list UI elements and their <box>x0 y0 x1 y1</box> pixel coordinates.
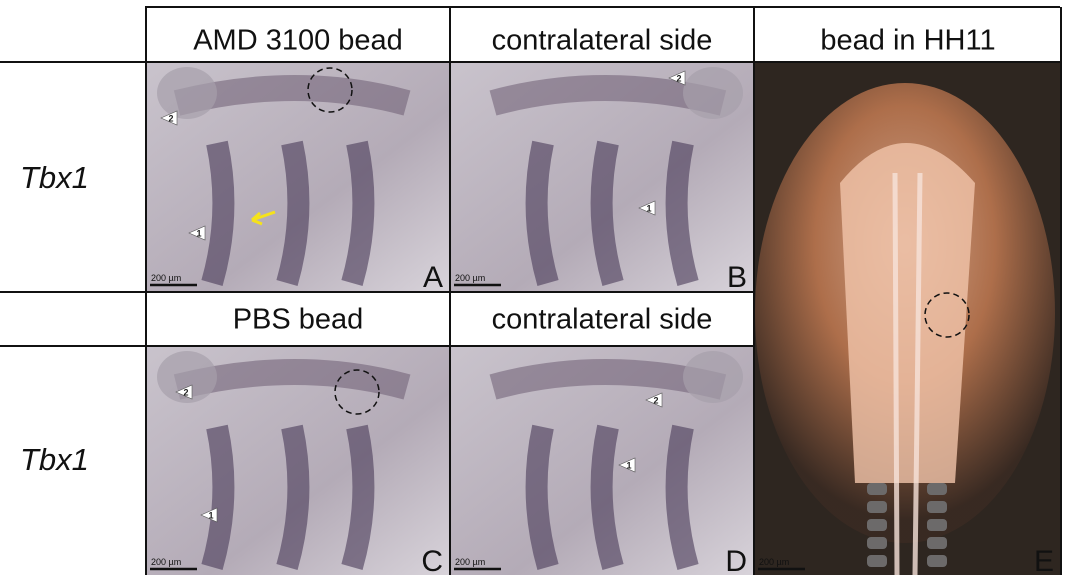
marker-label: 1 <box>626 460 631 470</box>
stripe <box>212 143 223 283</box>
panel-letter: A <box>423 261 443 294</box>
somite <box>867 555 887 567</box>
somite <box>927 483 947 495</box>
scale-label: 200 µm <box>759 557 789 567</box>
panel-letter: C <box>421 545 443 575</box>
eye <box>683 351 743 403</box>
somite <box>927 519 947 531</box>
stripe <box>602 143 613 283</box>
image-panel: 2 1 200 µm A <box>147 63 449 294</box>
eye <box>683 67 743 119</box>
column-header: AMD 3100 bead <box>193 25 403 57</box>
scale-label: 200 µm <box>455 273 485 283</box>
column-header: PBS bead <box>233 304 364 336</box>
image-panel: 200 µm E <box>755 63 1060 575</box>
stripe <box>602 427 613 567</box>
stripe <box>537 143 548 283</box>
image-panel: 2 1 200 µm D <box>451 347 753 575</box>
panel-letter: E <box>1034 545 1054 575</box>
column-header: contralateral side <box>492 25 713 57</box>
marker-label: 2 <box>653 395 658 405</box>
marker-label: 1 <box>196 228 201 238</box>
panel-letter: B <box>727 261 747 294</box>
somite <box>867 519 887 531</box>
somite <box>867 501 887 513</box>
stripe <box>677 143 688 283</box>
stripe <box>677 427 688 567</box>
stripe <box>352 427 363 567</box>
marker-label: 1 <box>646 203 651 213</box>
somite <box>927 501 947 513</box>
panel-letter: D <box>725 545 747 575</box>
marker-label: 2 <box>183 387 188 397</box>
stripe <box>212 427 223 567</box>
stripe <box>287 427 298 567</box>
somite <box>927 555 947 567</box>
eye <box>157 67 217 119</box>
row-label: Tbx1 <box>20 160 89 195</box>
column-header: contralateral side <box>492 304 713 336</box>
scale-label: 200 µm <box>151 273 181 283</box>
marker-label: 1 <box>208 510 213 520</box>
somite <box>867 537 887 549</box>
figure: AMD 3100 bead contralateral side bead in… <box>0 0 1065 575</box>
image-panel: 2 1 200 µm B <box>451 63 753 294</box>
column-header: bead in HH11 <box>820 25 995 57</box>
row-label: Tbx1 <box>20 442 89 477</box>
somite <box>867 483 887 495</box>
stripe <box>287 143 298 283</box>
marker-label: 2 <box>676 73 681 83</box>
scale-label: 200 µm <box>151 557 181 567</box>
stripe <box>537 427 548 567</box>
image-panel: 2 1 200 µm C <box>147 347 449 575</box>
scale-label: 200 µm <box>455 557 485 567</box>
somite <box>927 537 947 549</box>
embryo <box>840 143 975 483</box>
marker-label: 2 <box>168 113 173 123</box>
stripe <box>352 143 363 283</box>
